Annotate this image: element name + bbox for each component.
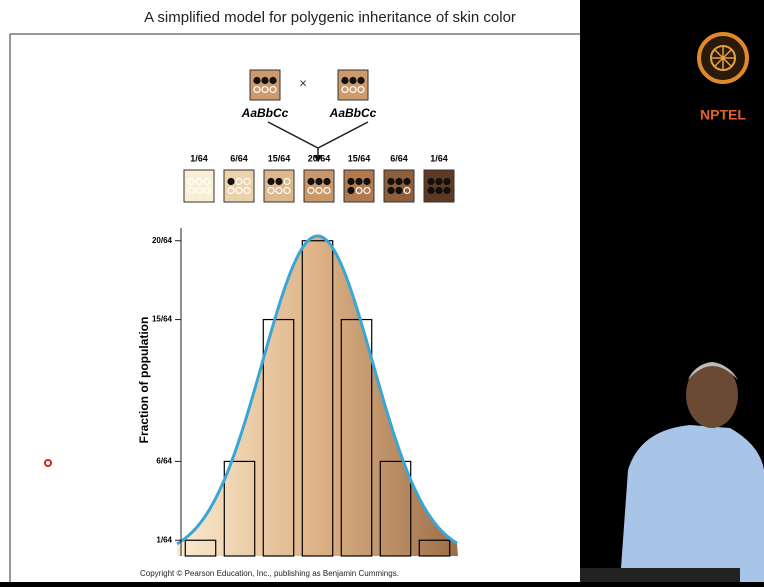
allele-dot [342,78,348,84]
genotype-box [264,170,294,202]
allele-dot [262,78,268,84]
allele-dot [404,179,410,185]
page: {"slide": {"title": "A simplified model … [0,0,764,582]
y-tick-label: 15/64 [152,315,173,324]
allele-dot [388,188,394,194]
genotype-box [424,170,454,202]
allele-dot [428,179,434,185]
allele-dot [350,78,356,84]
allele-dot [396,188,402,194]
screen: A simplified model for polygenic inherit… [0,0,764,582]
allele-dot [364,179,370,185]
fraction-label: 20/64 [308,153,331,163]
allele-dot [444,179,450,185]
genotype-box [338,70,368,100]
podium [580,568,740,582]
y-tick-label: 6/64 [156,457,172,466]
allele-dot [324,179,330,185]
genotype-box [224,170,254,202]
genotype-label: AaBbCc [329,106,377,120]
fraction-label: 15/64 [268,153,291,163]
genotype-box [384,170,414,202]
allele-dot [396,179,402,185]
fraction-label: 1/64 [430,153,448,163]
allele-dot [444,188,450,194]
y-axis-label: Fraction of population [137,317,151,444]
allele-dot [436,188,442,194]
slide-title: A simplified model for polygenic inherit… [144,9,516,26]
genotype-box [304,170,334,202]
allele-dot [436,179,442,185]
fraction-label: 6/64 [230,153,248,163]
allele-dot [348,179,354,185]
allele-dot [348,188,354,194]
allele-dot [356,179,362,185]
genotype-box [184,170,214,202]
genotype-label: AaBbCc [241,106,289,120]
y-tick-label: 20/64 [152,236,173,245]
allele-dot [316,179,322,185]
genotype-box [250,70,280,100]
logo-text: NPTEL [700,107,746,123]
cross-symbol: × [299,75,307,90]
genotype-box [344,170,374,202]
copyright: Copyright © Pearson Education, Inc., pub… [140,569,399,578]
speaker-shirt [620,425,764,582]
allele-dot [276,179,282,185]
allele-dot [228,179,234,185]
y-tick-label: 1/64 [156,535,172,544]
allele-dot [268,179,274,185]
allele-dot [358,78,364,84]
allele-dot [254,78,260,84]
allele-dot [388,179,394,185]
fraction-label: 1/64 [190,153,208,163]
allele-dot [270,78,276,84]
allele-dot [308,179,314,185]
allele-dot [428,188,434,194]
fraction-label: 15/64 [348,153,371,163]
fraction-label: 6/64 [390,153,408,163]
